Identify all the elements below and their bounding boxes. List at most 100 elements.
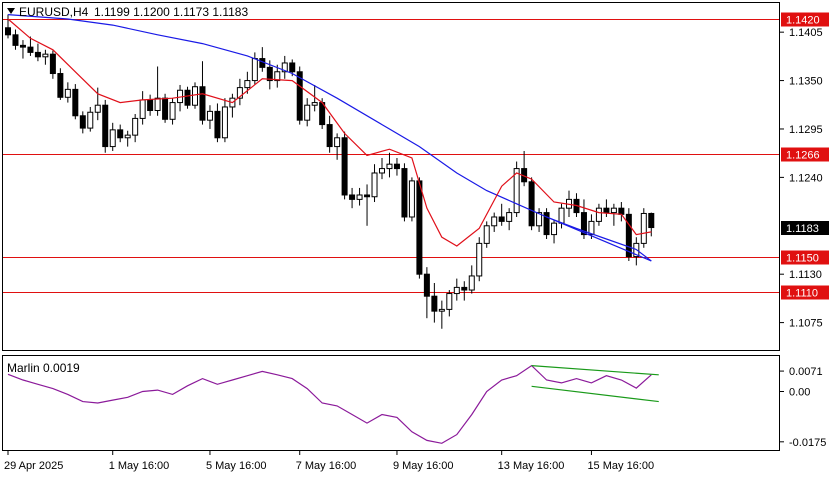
candle-bear [49,53,56,75]
candle-bull [154,97,161,111]
candle-bull [281,62,288,73]
price-axis-tick-label: 1.1350 [789,76,823,88]
current-price-badge [781,221,829,235]
candle-bear [117,129,124,139]
candle-bear [34,51,41,58]
indicator-axis-tick-label: -0.0175 [789,437,826,449]
candle-bull [87,111,94,129]
time-axis-tick-label: 13 May 16:00 [498,460,565,472]
level-badge-label: 1.1266 [786,150,820,162]
candle-bear [289,62,296,73]
current-price-label: 1.1183 [786,223,819,235]
candle-bull [169,102,176,120]
candle-bull [640,212,647,244]
candle-bear [461,286,468,291]
level-badge [781,147,829,162]
candle-bear [625,213,632,258]
candle-bull [311,102,318,106]
price-axis-tick-label: 1.1130 [789,269,822,281]
axes-layer: 1.1420 1.1266 1.1150 1.1110 1.1405 1.1350 1.12… [4,12,829,472]
symbol-menu-triangle-icon[interactable] [7,8,15,14]
candle-bull [476,242,483,277]
candle-bear [498,216,505,222]
candle-bull [42,53,49,58]
moving-averages-layer [7,14,652,262]
candle-bear [349,194,356,200]
candle-bear [72,88,79,117]
time-axis-tick-label: 15 May 16:00 [587,460,654,472]
time-axis-tick-label: 1 May 16:00 [109,460,170,472]
candle-bear [393,163,400,170]
candle-bear [326,124,333,148]
candle-bull [513,168,520,214]
symbol-label: EURUSD,H4 [19,5,89,19]
candle-bull [334,137,341,148]
fast-moving-average-line [7,18,652,247]
candle-bear [102,104,109,148]
candle-bull [251,58,258,82]
candle-bull [244,80,251,89]
candle-bull [274,71,281,82]
candle-bear [618,207,625,215]
level-lines-layer [3,19,779,293]
candle-bear [648,212,655,229]
candle-bull [206,110,213,121]
candle-bull [64,88,71,98]
candle-bear [79,115,86,129]
candle-bull [588,220,595,236]
candle-bull [408,180,415,218]
indicator-panel-frame [2,355,780,451]
candle-bull [192,86,198,106]
time-axis-tick-label: 29 Apr 2025 [4,460,63,472]
oscillator-trendline [531,385,659,403]
candle-bull [94,104,101,113]
time-axis-tick-label: 7 May 16:00 [296,460,357,472]
oscillator-trendline [531,365,659,376]
indicator-axis-tick-label: 0.0071 [789,366,823,378]
ohlc-readout: 1.1199 1.1200 1.1173 1.1183 [94,5,248,19]
slow-moving-average-line [7,14,652,262]
candle-bear [401,168,408,218]
marlin-oscillator-line [7,364,652,444]
candle-bear [5,27,11,36]
price-axis-tick-label: 1.1075 [789,318,823,330]
level-badge [781,285,829,300]
candle-bear [57,73,64,98]
candle-bull [453,286,460,295]
candle-bear [19,44,26,48]
candle-bear [543,212,550,236]
candle-bull [558,207,565,224]
price-axis-tick-label: 1.1295 [789,124,823,136]
level-badge [781,250,829,265]
candle-bear [147,99,154,111]
candle-bull [595,207,602,222]
candle-bull [236,87,243,99]
candle-bull [610,207,617,214]
indicator-label: Marlin 0.0019 [7,361,80,375]
candle-bear [184,89,191,106]
level-badge [781,12,829,27]
candle-bear [416,180,423,275]
candle-bull [438,308,445,312]
indicator-axis-tick-label: 0.00 [789,387,810,399]
level-badge-label: 1.1420 [786,15,820,27]
candle-bear [199,86,206,121]
candlestick-series [5,14,655,329]
time-axis-tick-label: 5 May 16:00 [206,460,267,472]
candle-bear [296,71,303,121]
time-axis-tick-label: 9 May 16:00 [393,460,454,472]
candle-bear [603,207,610,214]
candle-bull [221,106,228,139]
candle-bull [551,222,558,236]
candle-bull [536,212,543,227]
candle-bear [528,181,535,227]
candle-bull [386,163,393,170]
candle-bull [506,212,513,222]
price-trendline [546,216,652,262]
candle-bull [483,225,490,244]
candle-bear [341,137,348,196]
oscillator-layer [7,364,659,444]
candle-bull [446,293,453,310]
